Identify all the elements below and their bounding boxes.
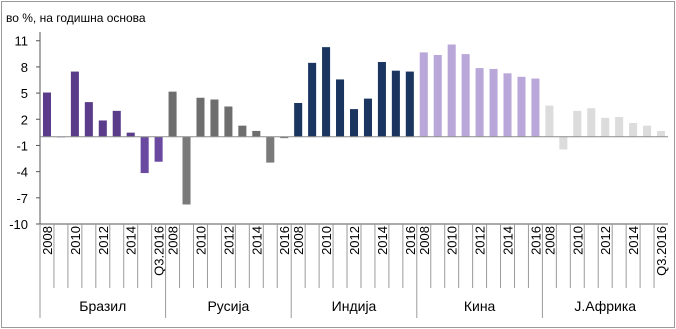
group-label: Бразил [79,298,126,314]
y-tick-label: 11 [15,34,29,49]
x-category-label: 2014 [249,226,264,255]
bar [614,116,624,138]
x-category-label: 2016 [403,226,418,255]
x-category-label: 2012 [96,226,111,255]
y-tick-label: 8 [21,60,28,75]
bar [656,130,666,138]
bar [181,136,192,206]
x-category-label: 2012 [598,226,613,255]
bar [237,125,247,138]
bar [502,72,513,138]
bar [447,43,457,138]
bar [572,110,582,138]
bar [167,91,178,138]
bar [140,136,150,174]
bar [209,98,220,138]
bar [98,119,108,138]
x-category-label: 2008 [417,226,432,255]
group-label: Кина [464,298,496,314]
bar [42,91,52,138]
x-category-label: 2014 [501,226,516,255]
bar [126,132,136,138]
bar [419,51,429,138]
x-category-label: 2008 [291,226,306,255]
x-category-label: Q3.2016 [152,226,167,276]
bar [600,117,610,138]
y-tick-label: -7 [16,191,28,206]
bar [265,136,275,164]
group-label: Русија [207,298,249,314]
bar [153,136,164,163]
x-category-label: 2012 [473,226,488,255]
x-category-label: 2016 [277,226,292,255]
bar [112,110,122,138]
x-category-label: 2014 [375,226,390,255]
x-category-label: 2010 [193,226,208,255]
bar [84,101,94,138]
x-category-label: 2008 [542,226,557,255]
bar [223,105,234,138]
x-category-label: 2010 [68,226,83,255]
y-tick-label: -10 [9,217,28,232]
x-category-label: 2008 [166,226,181,255]
y-tick-label: 2 [21,112,28,127]
bar [251,130,261,138]
bar [642,125,652,138]
y-tick-label: 5 [21,86,28,101]
bar [349,108,359,138]
bar [377,61,387,138]
bar [586,107,596,138]
bar [307,62,317,138]
bar [558,136,568,151]
x-category-label: 2012 [221,226,236,255]
group-label: Ј.Африка [574,298,636,314]
bar [474,67,485,138]
bar [433,54,443,138]
x-category-label: 2010 [319,226,334,255]
y-tick-label: -1 [16,138,28,153]
bar [391,70,401,138]
x-category-label: 2010 [570,226,585,255]
bar [405,70,415,138]
x-category-label: 2008 [40,226,55,255]
bar [321,46,331,138]
bar [363,98,373,138]
bar [544,105,555,138]
bar [335,78,345,138]
bar [195,97,206,138]
bar [628,122,638,138]
x-category-label: 2012 [347,226,362,255]
x-category-label: 2014 [124,226,139,255]
bar [461,53,471,138]
x-category-label: 2010 [445,226,460,255]
x-category-label: Q3.2016 [654,226,669,276]
x-category-label: 2016 [528,226,543,255]
axis-layer: 11 8 5 2 -1 -4 -7 -10 [9,32,668,232]
group-label: Индија [332,298,377,314]
bar [530,77,541,138]
y-tick-label: -4 [16,165,28,180]
bar [516,76,527,138]
bar [293,102,303,138]
x-category-label: 2014 [626,226,641,255]
bar [488,68,499,138]
bars-layer [42,43,666,206]
bar [70,70,80,138]
unit-label: во %, на годишна основа [6,11,146,25]
labels-layer: 2008 2010 2012 2014 Q3.2016 Бразил 2008 2010 201… [39,224,669,318]
